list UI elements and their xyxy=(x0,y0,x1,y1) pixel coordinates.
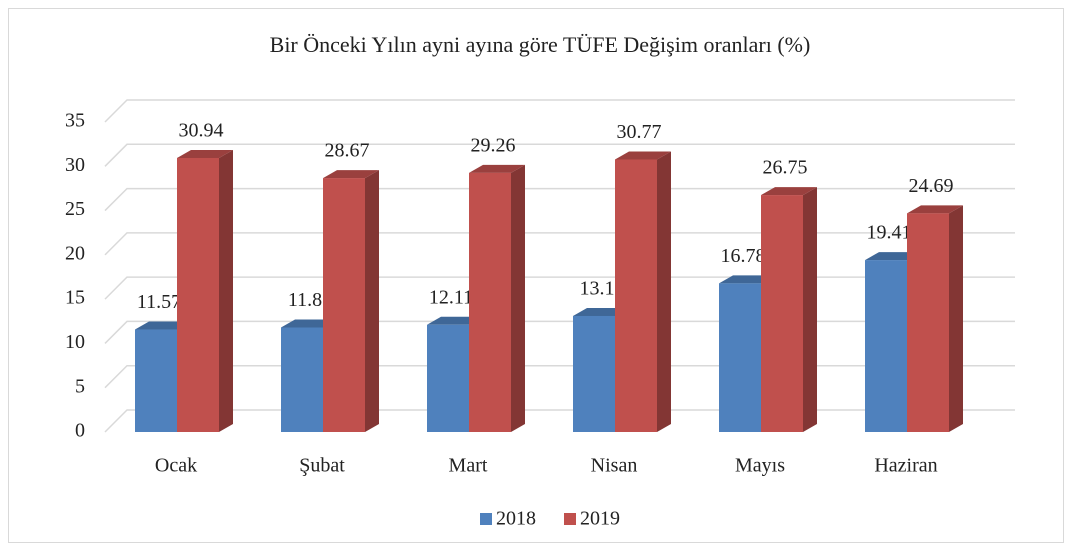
data-label: 13.1 xyxy=(580,278,615,300)
chart-title: Bir Önceki Yılın ayni ayına göre TÜFE De… xyxy=(270,32,811,57)
bar-side xyxy=(803,187,817,432)
bar xyxy=(573,315,615,432)
bar-side xyxy=(219,149,233,432)
legend-label: 2018 xyxy=(496,508,536,530)
data-label: 24.69 xyxy=(909,175,954,197)
y-tick-label: 30 xyxy=(65,154,85,176)
y-tick-label: 25 xyxy=(65,198,85,220)
bar-side xyxy=(365,170,379,432)
bar xyxy=(469,172,511,432)
y-tick-label: 0 xyxy=(75,420,85,442)
bar xyxy=(281,327,323,432)
legend-label: 2019 xyxy=(580,508,620,530)
grid-line xyxy=(104,232,1015,256)
bar-top xyxy=(761,187,817,196)
y-tick-label: 20 xyxy=(65,242,85,264)
bar-side xyxy=(511,164,525,432)
bar xyxy=(907,213,949,432)
data-label: 26.75 xyxy=(763,157,808,179)
bar-top xyxy=(177,149,233,158)
grid-line xyxy=(104,276,1015,300)
grid-line xyxy=(104,143,1015,167)
bar xyxy=(615,159,657,433)
legend-swatch xyxy=(480,513,492,525)
x-tick-label: Şubat xyxy=(299,455,345,477)
data-label: 30.77 xyxy=(617,121,662,143)
x-tick-label: Nisan xyxy=(591,455,638,477)
data-label: 16.78 xyxy=(721,245,766,267)
x-tick-label: Mart xyxy=(449,455,488,477)
bar-top xyxy=(615,151,671,160)
y-tick-label: 15 xyxy=(65,287,85,309)
bar-side xyxy=(949,205,963,432)
data-label: 12.11 xyxy=(429,286,473,308)
bar-side xyxy=(657,151,671,433)
bar xyxy=(323,178,365,432)
bar xyxy=(177,157,219,432)
x-tick-label: Ocak xyxy=(155,455,197,477)
bar xyxy=(865,260,907,432)
bar xyxy=(135,329,177,432)
y-tick-label: 10 xyxy=(65,331,85,353)
y-tick-label: 5 xyxy=(75,375,85,397)
bar-top xyxy=(907,205,963,214)
legend-swatch xyxy=(564,513,576,525)
grid-line xyxy=(104,187,1015,212)
bar xyxy=(719,283,761,432)
grid-line xyxy=(104,99,1015,123)
data-label: 11.8 xyxy=(288,289,322,311)
x-tick-label: Mayıs xyxy=(735,455,785,477)
bar-top xyxy=(469,164,525,173)
bar xyxy=(427,324,469,432)
data-label: 28.67 xyxy=(325,140,370,162)
y-tick-label: 35 xyxy=(65,110,85,132)
data-label: 19.41 xyxy=(867,222,912,244)
data-label: 30.94 xyxy=(179,120,224,142)
bar-top xyxy=(323,170,379,179)
data-label: 11.57 xyxy=(137,291,181,313)
data-label: 29.26 xyxy=(471,134,516,156)
x-tick-label: Haziran xyxy=(874,455,937,477)
bar xyxy=(761,195,803,432)
